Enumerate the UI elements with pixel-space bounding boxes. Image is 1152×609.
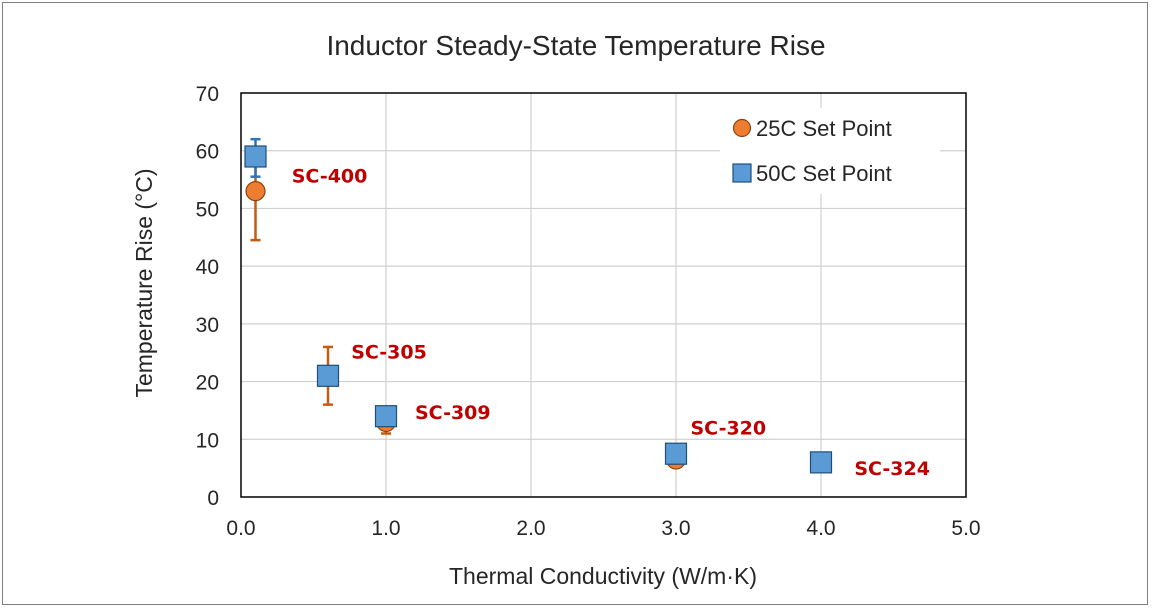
legend-label: 50C Set Point <box>756 161 892 186</box>
point-annotation: SC-400 <box>292 165 368 187</box>
x-tick-label: 0.0 <box>226 517 255 540</box>
data-series <box>244 137 833 474</box>
x-tick-label: 5.0 <box>951 517 980 540</box>
y-tick-label: 60 <box>196 141 219 164</box>
chart-title: Inductor Steady-State Temperature Rise <box>326 30 825 61</box>
y-tick-label: 50 <box>196 198 219 221</box>
y-tick-label: 10 <box>196 429 219 452</box>
y-tick-label: 70 <box>196 83 219 106</box>
legend-label: 25C Set Point <box>756 116 892 141</box>
point-annotation: SC-320 <box>691 418 767 440</box>
y-tick-label: 40 <box>196 256 219 279</box>
data-point-50c <box>374 405 398 428</box>
point-annotation: SC-305 <box>351 341 427 363</box>
data-point-50c <box>809 451 833 474</box>
legend-marker <box>732 118 752 138</box>
x-tick-label: 1.0 <box>371 517 400 540</box>
x-tick-label: 4.0 <box>806 517 835 540</box>
y-axis-label: Temperature Rise (°C) <box>131 168 157 397</box>
axis-ticks: 0.0 1.0 2.0 3.0 4.0 5.0 0 10 20 30 40 50 60 70 <box>196 83 981 540</box>
plot-area <box>240 92 967 498</box>
point-annotation: SC-324 <box>854 458 930 480</box>
data-point-50c <box>244 145 267 168</box>
series-2 <box>244 137 833 474</box>
legend-item: 25C Set Point <box>732 116 892 141</box>
legend-background <box>720 108 940 194</box>
point-annotations: SC-400 SC-305 SC-309 SC-320 SC-324 <box>292 165 930 480</box>
x-tick-label: 3.0 <box>661 517 690 540</box>
data-point-50c <box>316 364 340 387</box>
point-annotation: SC-309 <box>415 402 491 424</box>
legend-marker <box>732 163 752 183</box>
x-axis-label: Thermal Conductivity (W/m·K) <box>449 563 757 589</box>
data-point-50c <box>664 442 688 465</box>
y-tick-label: 20 <box>196 372 219 395</box>
y-tick-label: 0 <box>207 487 219 510</box>
x-tick-label: 2.0 <box>516 517 545 540</box>
data-point-25c <box>245 181 266 202</box>
legend-item: 50C Set Point <box>732 161 892 186</box>
legend: 25C Set Point 50C Set Point <box>720 108 940 194</box>
y-tick-label: 30 <box>196 314 219 337</box>
